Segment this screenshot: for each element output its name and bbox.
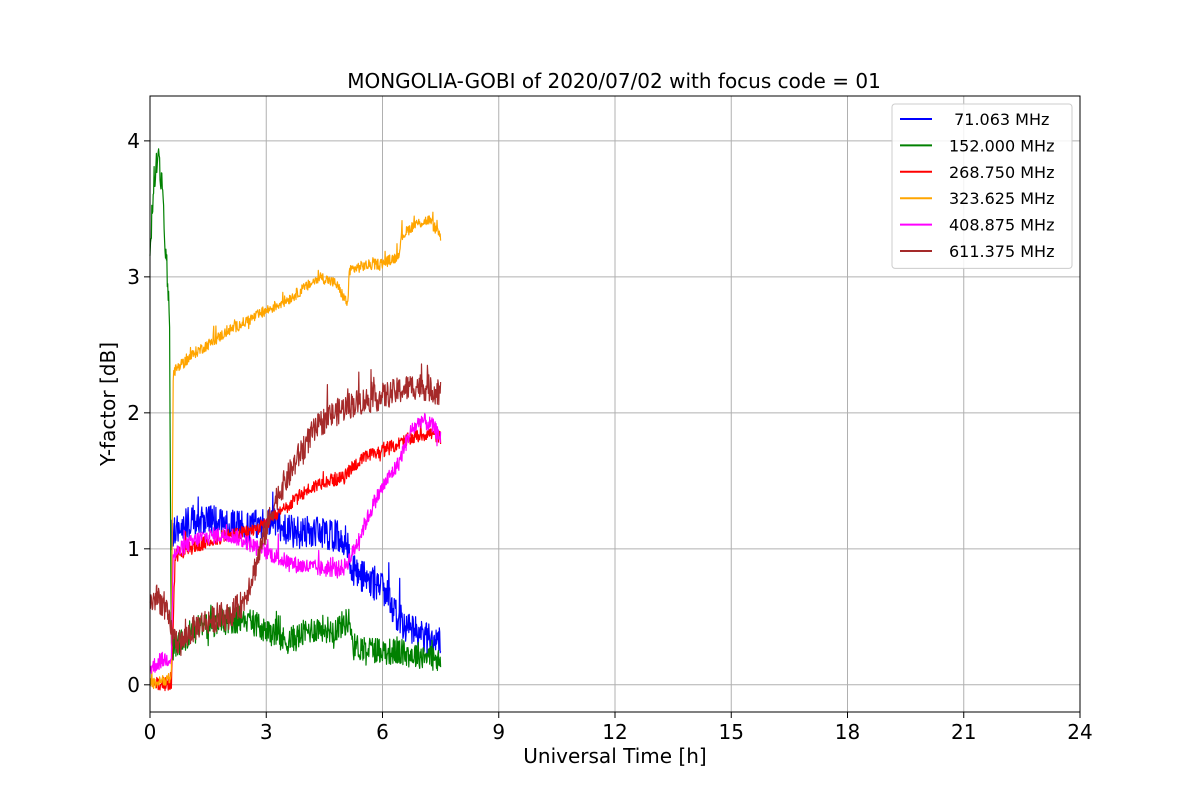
x-tick-label: 9 bbox=[492, 720, 505, 744]
series-line bbox=[149, 412, 442, 674]
y-axis-label: Y-factor [dB] bbox=[96, 342, 120, 467]
x-tick-label: 6 bbox=[376, 720, 389, 744]
x-tick-label: 3 bbox=[260, 720, 273, 744]
y-tick-label: 3 bbox=[127, 265, 140, 289]
legend-label: 408.875 MHz bbox=[949, 216, 1054, 235]
legend-label: 323.625 MHz bbox=[949, 189, 1054, 208]
series-line bbox=[149, 211, 442, 690]
legend-label: 611.375 MHz bbox=[949, 242, 1054, 261]
x-tick-label: 18 bbox=[835, 720, 860, 744]
y-tick-label: 4 bbox=[127, 129, 140, 153]
legend-label: 71.063 MHz bbox=[949, 110, 1049, 129]
x-axis-label: Universal Time [h] bbox=[523, 744, 706, 768]
legend: 71.063 MHz 152.000 MHz 268.750 MHz 323.625 … bbox=[891, 103, 1073, 269]
y-tick-label: 0 bbox=[127, 673, 140, 697]
series-line bbox=[170, 491, 442, 657]
series-line bbox=[149, 148, 442, 672]
x-tick-label: 21 bbox=[951, 720, 976, 744]
series-layer bbox=[149, 148, 442, 692]
chart-title: MONGOLIA-GOBI of 2020/07/02 with focus c… bbox=[347, 69, 881, 93]
x-tick-label: 15 bbox=[719, 720, 744, 744]
x-tick-label: 12 bbox=[602, 720, 627, 744]
x-tick-label: 24 bbox=[1067, 720, 1092, 744]
series-line bbox=[149, 363, 442, 657]
x-tick-label: 0 bbox=[144, 720, 157, 744]
legend-label: 268.750 MHz bbox=[949, 163, 1054, 182]
legend-box bbox=[891, 103, 1073, 269]
y-tick-label: 1 bbox=[127, 537, 140, 561]
legend-label: 152.000 MHz bbox=[949, 136, 1054, 155]
y-tick-label: 2 bbox=[127, 401, 140, 425]
